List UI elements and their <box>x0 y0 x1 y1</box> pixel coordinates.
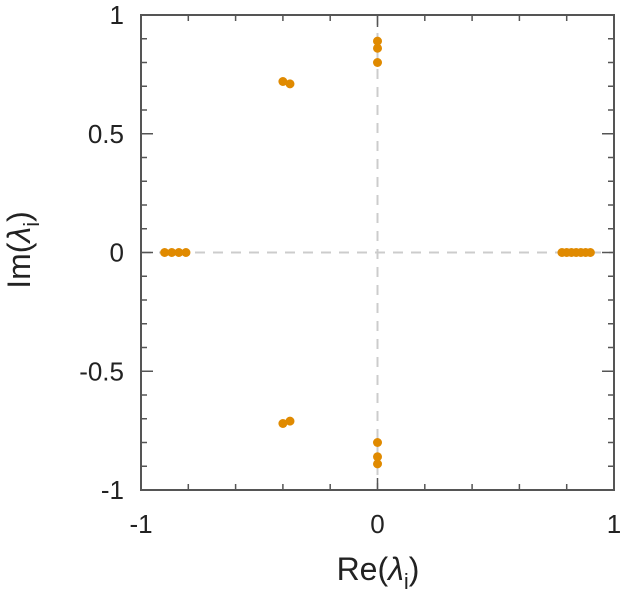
x-tick-label: 1 <box>607 509 621 539</box>
data-point <box>160 248 170 257</box>
data-point <box>285 416 295 426</box>
data-point <box>285 79 295 89</box>
y-tick-label: 0 <box>110 238 124 268</box>
data-point <box>373 36 382 46</box>
x-tick-label: 0 <box>370 509 384 539</box>
y-axis-label: Im(λi) <box>1 211 44 289</box>
x-axis-label: Re(λi) <box>337 551 420 594</box>
data-point <box>373 58 382 67</box>
x-tick-label: -1 <box>129 509 152 539</box>
data-point <box>373 438 382 447</box>
zero-lines <box>141 15 614 490</box>
data-point <box>278 419 288 428</box>
data-point <box>373 459 382 469</box>
y-tick-label: 1 <box>110 0 124 30</box>
data-points <box>160 36 595 469</box>
data-point <box>181 248 191 257</box>
data-point <box>278 77 288 86</box>
y-tick-label: -1 <box>101 475 124 505</box>
data-point <box>167 248 177 257</box>
y-tick-label: 0.5 <box>88 119 124 149</box>
data-point <box>373 43 382 53</box>
plot-frame <box>140 14 615 491</box>
data-point <box>174 248 184 257</box>
tick-labels: -1 0 1 1 0.5 0 -0.5 -1 <box>79 0 621 539</box>
data-point <box>373 452 382 462</box>
data-point <box>585 248 595 257</box>
y-tick-label: -0.5 <box>79 356 124 386</box>
